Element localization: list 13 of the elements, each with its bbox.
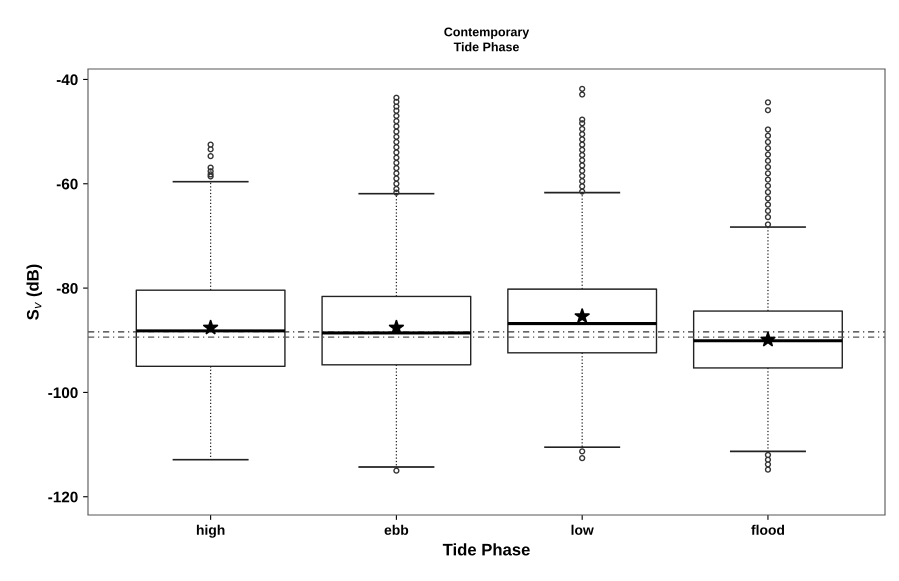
chart-subtitle: Tide Phase [454, 42, 519, 52]
y-tick-label: -80 [56, 282, 78, 294]
y-tick-label: -40 [56, 74, 78, 86]
y-tick-label: -100 [48, 387, 78, 398]
y-tick-label: -60 [56, 178, 78, 190]
x-tick-label: high [196, 524, 224, 538]
x-axis-title: Tide Phase [442, 543, 530, 556]
x-tick-label: low [572, 524, 594, 535]
x-tick-label: flood [751, 524, 784, 535]
y-axis-title: S$_{v}$ (dB) [26, 264, 42, 320]
x-tick-label: ebb [384, 524, 408, 535]
chart-title: Contemporary [444, 28, 530, 39]
y-tick-label: -120 [48, 492, 78, 502]
